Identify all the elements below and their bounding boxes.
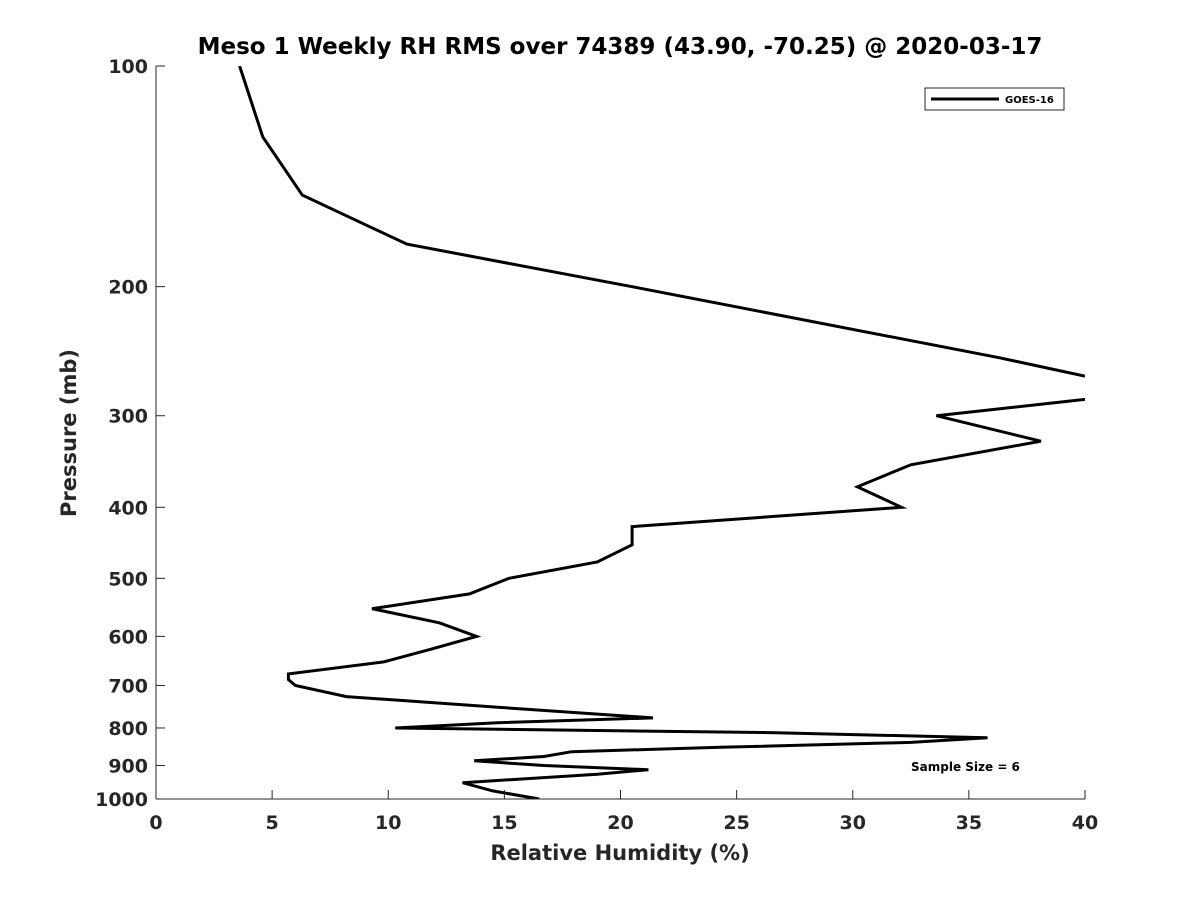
- x-tick-label: 5: [266, 812, 279, 834]
- x-tick-label: 25: [723, 812, 749, 834]
- series-line-goes-16: [286, 397, 1085, 799]
- series-line-goes-16: [238, 66, 1085, 378]
- chart-title: Meso 1 Weekly RH RMS over 74389 (43.90, …: [198, 34, 1043, 60]
- legend: GOES-16: [924, 87, 1065, 111]
- x-tick-label: 0: [149, 812, 162, 834]
- x-axis-ticks: 0 5 10 15 20 25 30 35 40: [149, 790, 1098, 834]
- y-axis-label: Pressure (mb): [57, 349, 81, 517]
- x-tick-label: 30: [840, 812, 866, 834]
- plot-area: [238, 66, 1085, 799]
- y-tick-label: 900: [108, 755, 148, 777]
- x-axis-label: Relative Humidity (%): [490, 841, 749, 865]
- x-tick-label: 20: [607, 812, 633, 834]
- x-tick-label: 40: [1072, 812, 1098, 834]
- sample-size-annotation: Sample Size = 6: [911, 760, 1020, 774]
- y-tick-label: 700: [108, 675, 148, 697]
- y-tick-label: 500: [108, 568, 148, 590]
- x-tick-label: 35: [956, 812, 982, 834]
- y-axis-ticks: 100 200 300 400 500 600 700 800 900 1000: [95, 56, 165, 811]
- y-tick-label: 400: [108, 497, 148, 519]
- y-tick-label: 300: [108, 406, 148, 428]
- x-tick-label: 10: [375, 812, 401, 834]
- y-tick-label: 200: [108, 277, 148, 299]
- y-tick-label: 800: [108, 718, 148, 740]
- y-tick-label: 100: [108, 56, 148, 78]
- y-tick-label: 600: [108, 626, 148, 648]
- x-tick-label: 15: [491, 812, 517, 834]
- y-tick-label: 1000: [95, 789, 148, 811]
- legend-label-goes-16: GOES-16: [1005, 95, 1054, 106]
